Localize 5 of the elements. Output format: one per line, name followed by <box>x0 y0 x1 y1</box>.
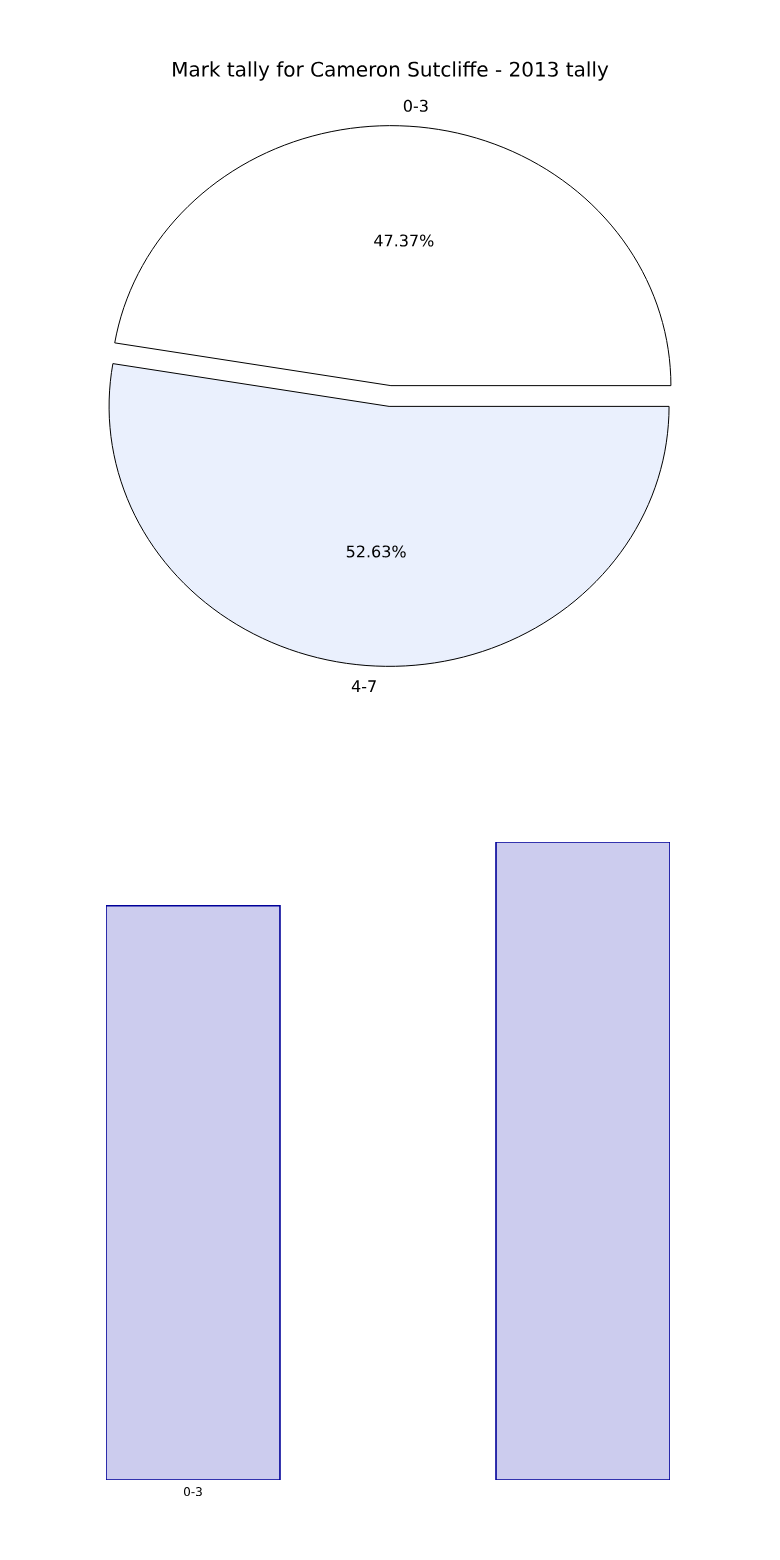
data-label: 47.37% <box>374 234 434 247</box>
slice-label: 0-3 <box>403 99 428 112</box>
chart-title: Mark tally for Cameron Sutcliffe - 2013 tally <box>173 61 609 81</box>
data-label: 52.63% <box>346 545 406 558</box>
slice-label: 4-7 <box>351 680 376 693</box>
